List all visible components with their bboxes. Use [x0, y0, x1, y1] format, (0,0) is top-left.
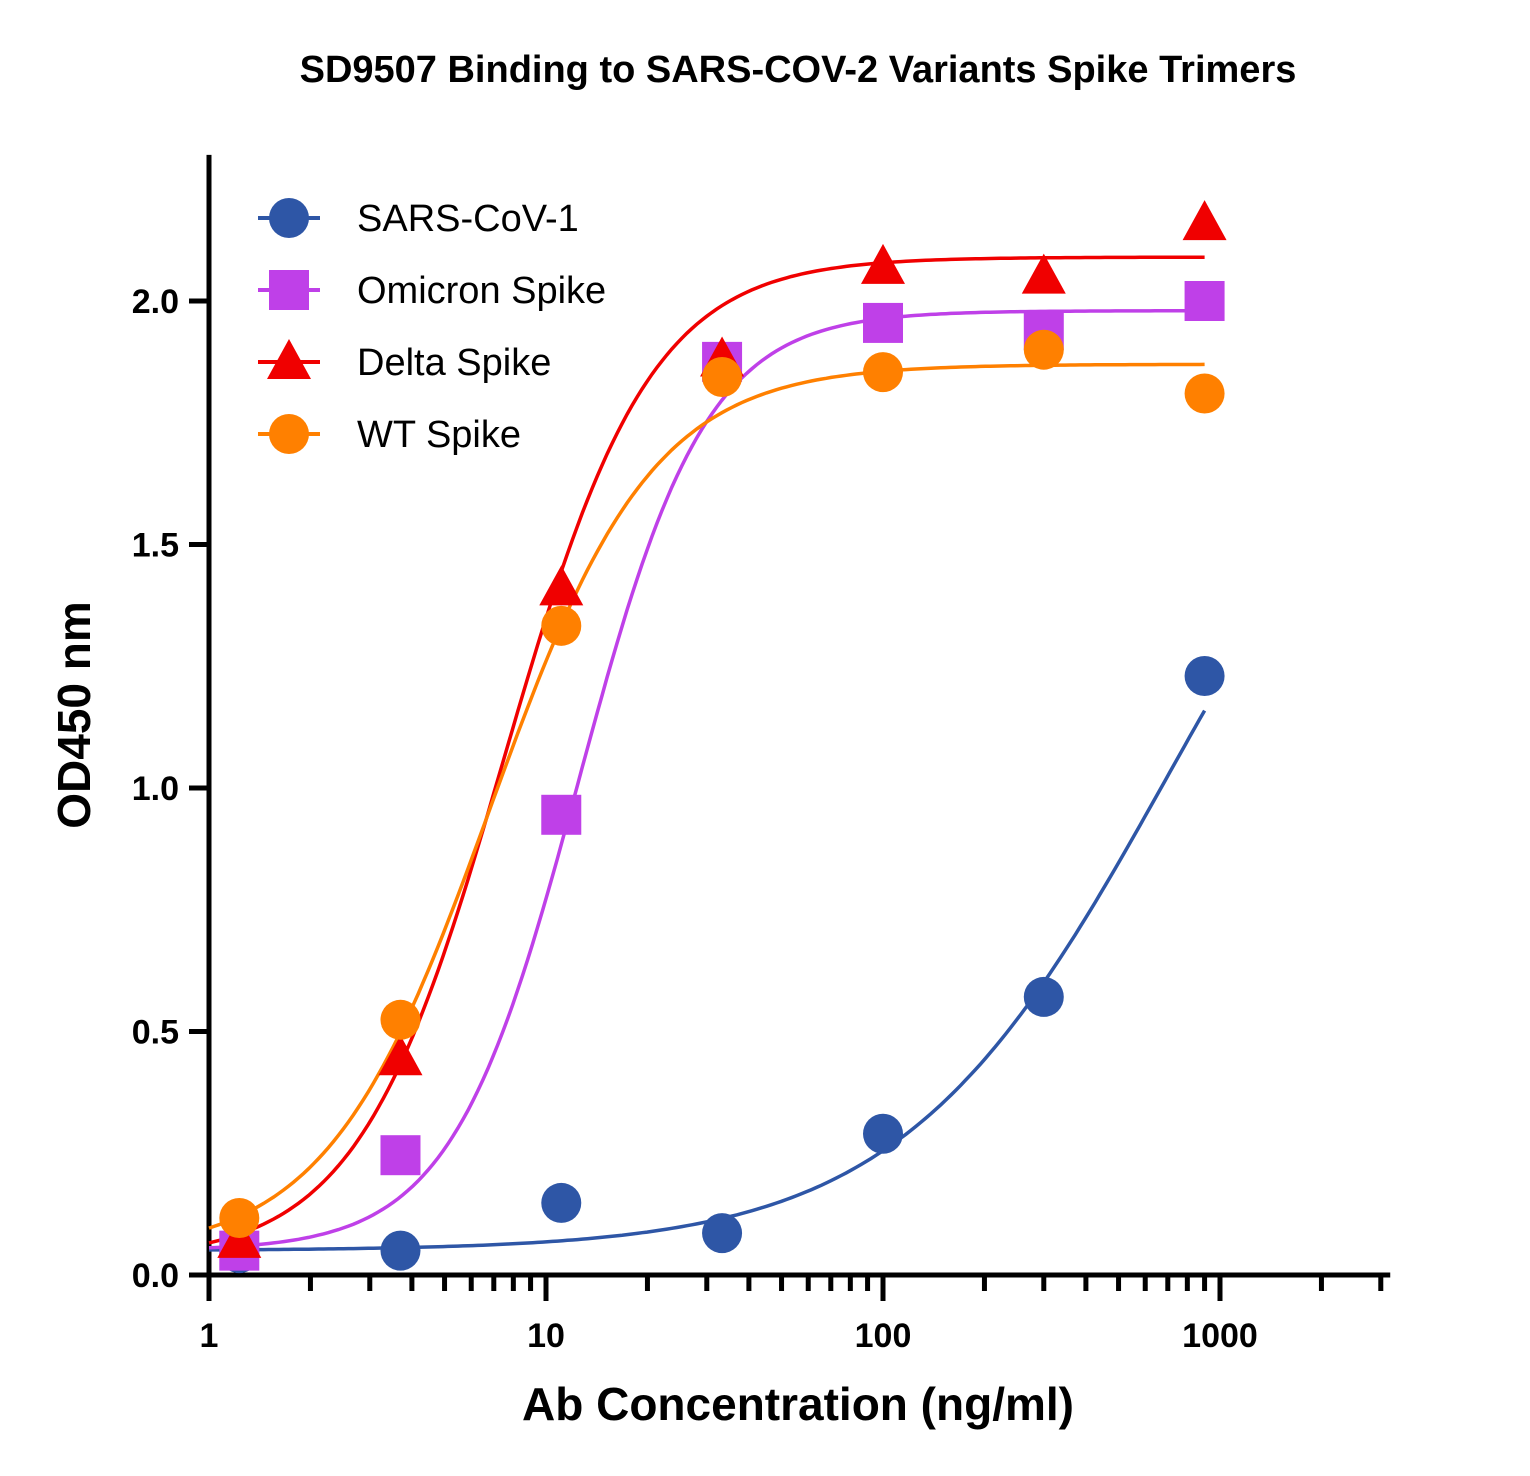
data-point — [380, 1135, 421, 1176]
data-point — [378, 1035, 423, 1076]
legend-label: Delta Spike — [357, 342, 551, 384]
data-point — [1023, 329, 1064, 370]
data-point — [541, 794, 582, 835]
fit-curves — [208, 255, 1207, 1252]
data-point — [539, 565, 584, 606]
legend-marker — [269, 414, 309, 454]
data-point — [1184, 281, 1225, 321]
x-tick-label: 1000 — [1182, 1317, 1258, 1355]
x-axis-label: Ab Concentration (ng/ml) — [522, 1378, 1074, 1430]
data-point — [380, 1230, 421, 1271]
data-point — [1021, 253, 1066, 294]
axes: 0.0 0.5 1.0 1.5 2.0 1 10 100 1000 — [132, 154, 1391, 1355]
y-axis-label: OD450 nm — [48, 601, 100, 829]
data-point — [863, 352, 903, 393]
data-point — [702, 356, 743, 397]
data-point — [1184, 655, 1225, 696]
x-tick-label: 1 — [200, 1317, 219, 1355]
data-point — [541, 605, 582, 646]
y-tick-label: 1.5 — [132, 527, 179, 565]
data-point — [1023, 976, 1064, 1017]
data-point — [541, 1182, 582, 1223]
legend-label: Omicron Spike — [357, 270, 606, 312]
data-point — [1184, 373, 1225, 414]
y-tick-label: 0.0 — [132, 1257, 179, 1295]
data-point — [863, 302, 903, 343]
legend-label: SARS-CoV-1 — [357, 198, 579, 240]
legend-marker — [267, 339, 311, 379]
fit-curve-3 — [208, 362, 1205, 1230]
legend-marker — [269, 270, 309, 310]
data-point — [863, 1113, 903, 1154]
data-point — [219, 1198, 260, 1239]
fit-curve-2 — [208, 255, 1205, 1245]
data-point — [1182, 200, 1227, 241]
data-point — [380, 999, 421, 1040]
y-tick-label: 2.0 — [132, 283, 179, 321]
fit-curve-0 — [209, 709, 1207, 1252]
data-point — [702, 1213, 743, 1254]
chart-title: SD9507 Binding to SARS-COV-2 Variants Sp… — [300, 49, 1297, 91]
legend-marker — [269, 198, 309, 238]
y-tick-label: 1.0 — [132, 770, 179, 808]
y-tick-label: 0.5 — [132, 1014, 179, 1052]
legend: SARS-CoV-1 Omicron Spike Delta Spike WT Spi… — [258, 198, 606, 456]
data-point — [861, 243, 905, 284]
x-tick-label: 10 — [527, 1317, 565, 1355]
legend-label: WT Spike — [357, 414, 521, 456]
x-tick-label: 100 — [855, 1317, 912, 1355]
data-points — [217, 200, 1227, 1274]
